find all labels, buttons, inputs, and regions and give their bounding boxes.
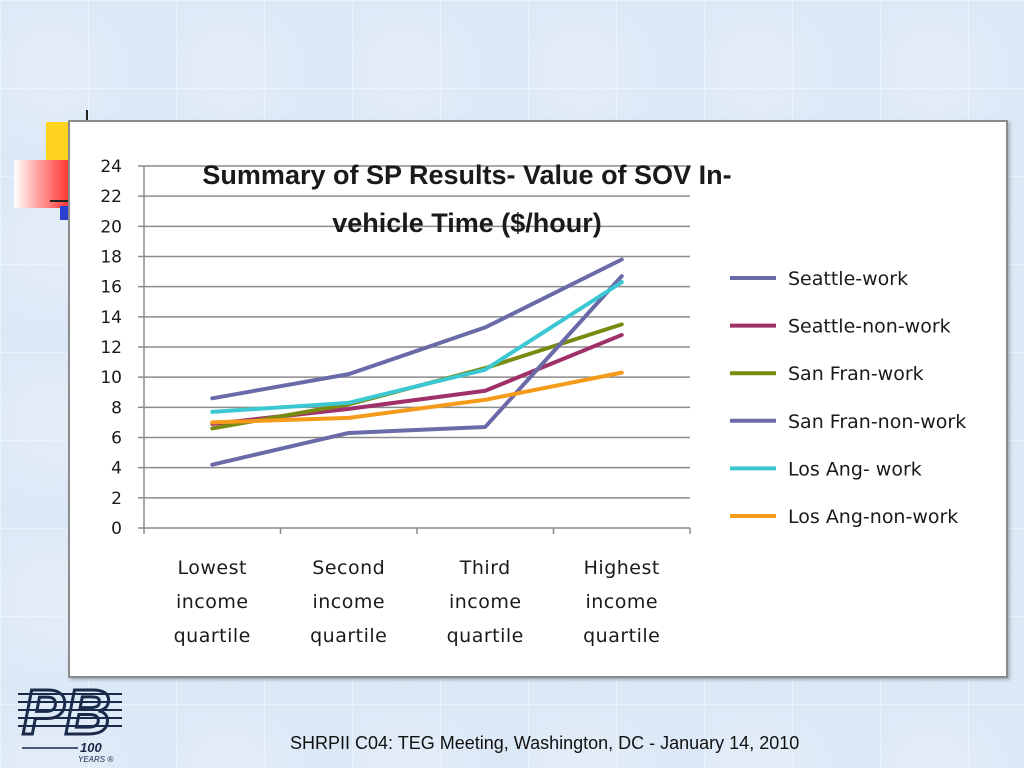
x-category-label: income: [312, 591, 385, 613]
x-category-label: income: [585, 591, 658, 613]
series-line: [210, 280, 624, 414]
chart-title: vehicle Time ($/hour): [332, 208, 602, 238]
pb-logo: PB 100 YEARS ®: [18, 675, 122, 764]
chart-panel: 0 2 4 6 8 10 12 14 16 18 20 22 24 Lowest income quartil…: [68, 120, 1008, 678]
y-tick-label: 20: [100, 217, 122, 237]
x-category-label: quartile: [447, 625, 524, 647]
series-line: [210, 370, 624, 425]
decorative-line: [50, 200, 74, 202]
y-tick-label: 12: [100, 338, 122, 358]
x-category-label: Lowest: [178, 557, 247, 579]
y-tick-label: 18: [100, 248, 122, 268]
y-tick-label: 16: [100, 278, 122, 298]
legend-label: Los Ang-non-work: [788, 506, 958, 528]
y-tick-label: 24: [100, 157, 122, 177]
y-tick-label: 2: [111, 489, 122, 509]
x-category-label: Second: [312, 557, 385, 579]
x-category-label: income: [449, 591, 522, 613]
y-tick-label: 14: [100, 308, 122, 328]
y-tick-label: 10: [100, 368, 122, 388]
line-chart: 024681012141618202224Lowestincomequartil…: [100, 157, 966, 647]
y-tick-label: 8: [111, 398, 122, 418]
logo-years-text: YEARS ®: [78, 755, 113, 764]
y-tick-label: 4: [111, 459, 122, 479]
y-tick-label: 6: [111, 429, 122, 449]
x-category-label: quartile: [583, 625, 660, 647]
legend-label: San Fran-work: [788, 363, 924, 385]
x-category-label: quartile: [174, 625, 251, 647]
x-category-label: quartile: [310, 625, 387, 647]
legend-label: Seattle-work: [788, 268, 908, 290]
series-line: [210, 257, 624, 401]
x-category-label: Third: [459, 557, 511, 579]
y-tick-label: 0: [111, 519, 122, 539]
series-line: [210, 322, 624, 431]
legend-label: Los Ang- work: [788, 458, 922, 480]
legend-label: San Fran-non-work: [788, 411, 966, 433]
legend-label: Seattle-non-work: [788, 316, 951, 338]
x-category-label: Highest: [584, 557, 660, 579]
chart-title: Summary of SP Results- Value of SOV In-: [202, 160, 731, 190]
y-tick-label: 22: [100, 187, 122, 207]
series-line: [210, 274, 624, 467]
x-category-label: income: [176, 591, 249, 613]
pb-logo-letters: PB: [18, 675, 122, 750]
logo-years-number: 100: [80, 740, 102, 755]
svg-text:PB: PB: [22, 676, 111, 748]
decorative-tick: [86, 110, 88, 122]
footer-text: SHRPII C04: TEG Meeting, Washington, DC …: [290, 733, 800, 753]
